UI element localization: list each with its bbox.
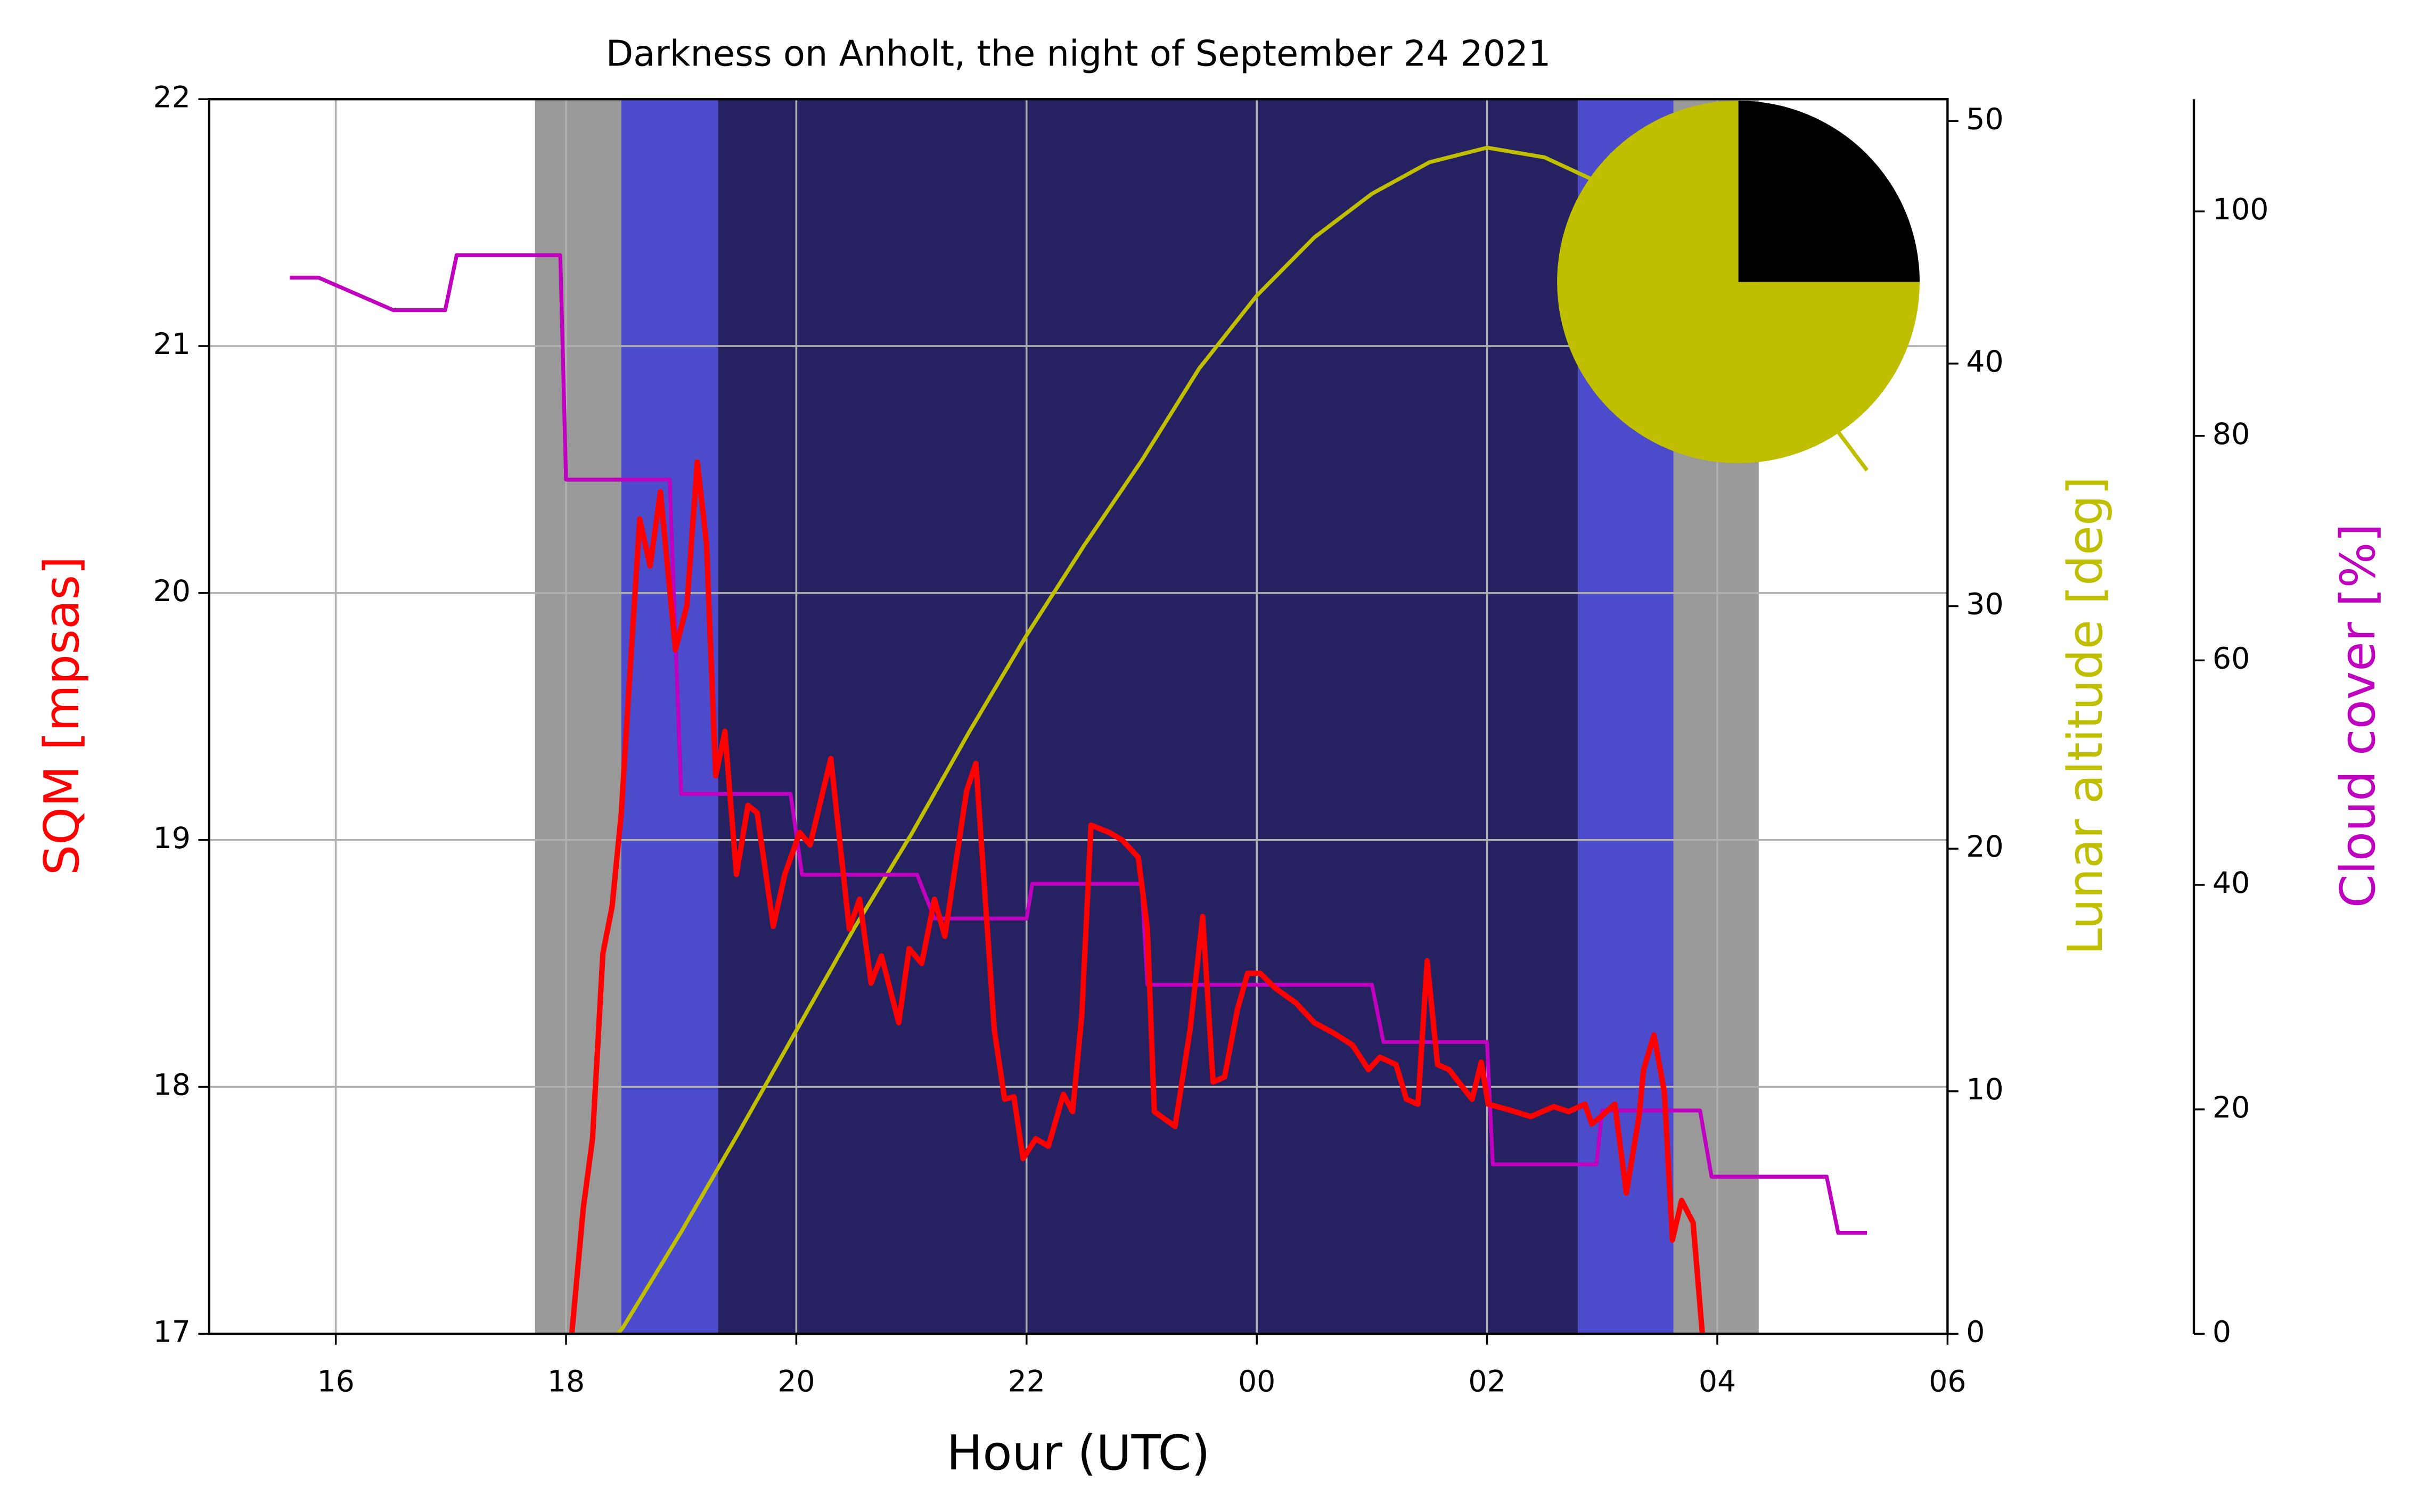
series-line — [569, 459, 1705, 1334]
x-tick-label: 04 — [1699, 1365, 1736, 1399]
y-tick-label: 0 — [2213, 1315, 2231, 1349]
x-tick-label: 02 — [1468, 1365, 1505, 1399]
y-tick-label: 20 — [2213, 1091, 2250, 1125]
y-tick-label: 40 — [1966, 345, 2003, 379]
y-tick-label: 17 — [153, 1315, 191, 1349]
y-tick-label: 19 — [153, 821, 191, 856]
twilight-band — [718, 99, 1578, 1334]
y-tick-label: 80 — [2213, 417, 2250, 451]
y-tick-label: 40 — [2213, 866, 2250, 900]
y-tick-label: 30 — [1966, 588, 2003, 622]
x-tick-label: 16 — [317, 1365, 354, 1399]
y-axis-label: SQM [mpsas] — [34, 556, 90, 875]
series-line — [290, 253, 1867, 1235]
y-tick-label: 60 — [2213, 642, 2250, 676]
x-axis-label: Hour (UTC) — [947, 1425, 1210, 1481]
y-axis-label: Cloud cover [%] — [2330, 523, 2386, 908]
y-tick-label: 0 — [1966, 1315, 1985, 1349]
y-tick-label: 21 — [153, 327, 191, 361]
twilight-band — [621, 99, 718, 1334]
x-tick-label: 06 — [1929, 1365, 1966, 1399]
pie-wedge — [1738, 101, 1920, 282]
y-tick-label: 18 — [153, 1069, 191, 1103]
y-tick-label: 20 — [1966, 830, 2003, 864]
x-tick-label: 18 — [547, 1365, 585, 1399]
x-tick-label: 00 — [1238, 1365, 1275, 1399]
pie-wedge — [1557, 101, 1920, 464]
twilight-band — [535, 99, 621, 1334]
y-tick-label: 20 — [153, 574, 191, 609]
axes-frame — [208, 98, 1949, 1335]
y-tick-label: 22 — [153, 80, 191, 114]
chart-title: Darkness on Anholt, the night of Septemb… — [606, 32, 1551, 74]
y-tick-label: 10 — [1966, 1073, 2003, 1107]
x-tick-label: 20 — [777, 1365, 815, 1399]
x-tick-label: 22 — [1008, 1365, 1045, 1399]
y-tick-label: 100 — [2213, 193, 2268, 227]
y-axis-label: Lunar altitude [deg] — [2058, 476, 2113, 955]
y-tick-label: 50 — [1966, 102, 2003, 136]
